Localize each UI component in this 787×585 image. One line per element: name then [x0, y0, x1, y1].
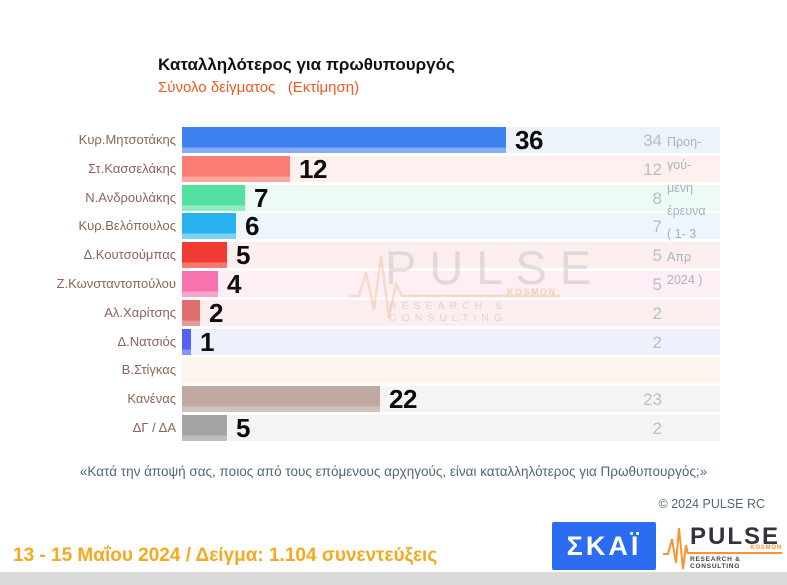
bar-value: 1: [200, 326, 214, 357]
prev-value: 2: [652, 418, 662, 438]
row-track: 12 12: [182, 153, 720, 184]
chart-row: Στ.Κασσελάκης 12 12: [0, 153, 787, 184]
row-label: Κυρ.Μητσοτάκης: [78, 132, 176, 147]
prev-value: 2: [652, 303, 662, 323]
bar: [182, 155, 290, 182]
chart-row: Ν.Ανδρουλάκης 7 8: [0, 182, 787, 213]
bar-value: 12: [299, 153, 327, 184]
skai-logo-text: ΣΚΑΪ: [566, 530, 642, 561]
row-label: Δ.Κουτσούμπας: [83, 247, 176, 263]
bottom-strip: [0, 572, 787, 585]
bar-value: 4: [227, 268, 241, 299]
skai-logo: ΣΚΑΪ: [552, 522, 656, 570]
chart-row: Κανένας 22 23: [0, 384, 787, 415]
prev-value: 5: [652, 274, 662, 294]
prev-value: 5: [652, 246, 662, 266]
pulse-logo-name: PULSE: [690, 523, 781, 550]
prev-value: 2: [652, 332, 662, 352]
chart-row: ΔΓ / ΔΑ 5 2: [0, 412, 787, 443]
row-label: Κυρ.Βελόπουλος: [78, 218, 176, 234]
row-label: Β.Στίγκας: [121, 362, 176, 378]
pulse-logo-tagline: RESEARCH & CONSULTING: [690, 556, 741, 570]
prev-value: 8: [652, 188, 662, 208]
row-track: 36 34: [182, 127, 720, 153]
bar: [182, 386, 380, 413]
prev-value: 7: [652, 217, 662, 237]
bar: [182, 270, 218, 297]
bar-value: 6: [245, 211, 259, 242]
bar: [182, 414, 227, 441]
previous-survey-note: Προη- γού- μενη έρευνα ( 1- 3 Απρ 2024 ): [667, 135, 706, 287]
prev-value: 12: [643, 159, 662, 179]
bar-value: 5: [236, 240, 250, 271]
chart-row: Ζ.Κωνσταντοπούλου 4 5: [0, 268, 787, 299]
row-label: Αλ.Χαρίτσης: [104, 304, 176, 320]
prev-value: 34: [643, 131, 662, 150]
row-track: [182, 357, 720, 384]
survey-question: «Κατά την άποψή σας, ποιος από τους επόμ…: [79, 464, 708, 479]
chart-row: Β.Στίγκας: [0, 357, 787, 384]
bar: [182, 328, 191, 355]
bar-value: 22: [389, 384, 417, 415]
row-track: 22 23: [182, 384, 720, 415]
page-subtitle: Σύνολο δείγματος (Εκτίμηση): [158, 79, 360, 96]
bar-chart: Κυρ.Μητσοτάκης 36 34 Στ.Κασσελάκης 12 12 Ν.Ανδ…: [0, 127, 787, 444]
chart-row: Αλ.Χαρίτσης 2 2: [0, 297, 787, 328]
bar: [182, 213, 236, 240]
bar-value: 2: [209, 297, 223, 328]
row-label: ΔΓ / ΔΑ: [132, 419, 176, 435]
chart-row: Δ.Κουτσούμπας 5 5: [0, 240, 787, 271]
fieldwork-dates: 13 - 15 Μαΐου 2024 / Δείγμα: 1.104 συνεν…: [13, 545, 438, 566]
bar: [182, 184, 245, 211]
prev-value: 23: [643, 390, 662, 410]
page-title: Καταλληλότερος για πρωθυπουργός: [158, 55, 455, 74]
row-label: Ν.Ανδρουλάκης: [85, 189, 176, 205]
bar-value: 5: [236, 412, 250, 443]
row-label: Δ.Νατσιός: [117, 333, 176, 349]
heartbeat-icon: [663, 527, 689, 570]
bar-value: 36: [515, 125, 543, 155]
pulse-logo-sub: KOSMON: [750, 545, 782, 551]
chart-row: Κυρ.Μητσοτάκης 36 34: [0, 127, 787, 153]
row-label: Στ.Κασσελάκης: [88, 160, 176, 176]
bar-value: 7: [254, 182, 268, 213]
bar: [182, 127, 506, 153]
copyright: © 2024 PULSE RC: [658, 497, 765, 511]
chart-row: Κυρ.Βελόπουλος 6 7: [0, 211, 787, 242]
bar: [182, 242, 227, 269]
pulse-logo-line: [688, 552, 782, 554]
row-label: Κανένας: [127, 391, 176, 407]
pulse-logo: PULSE KOSMON RESEARCH & CONSULTING: [662, 523, 784, 573]
row-label: Ζ.Κωνσταντοπούλου: [56, 275, 176, 291]
chart-row: Δ.Νατσιός 1 2: [0, 326, 787, 357]
bar: [182, 299, 200, 326]
